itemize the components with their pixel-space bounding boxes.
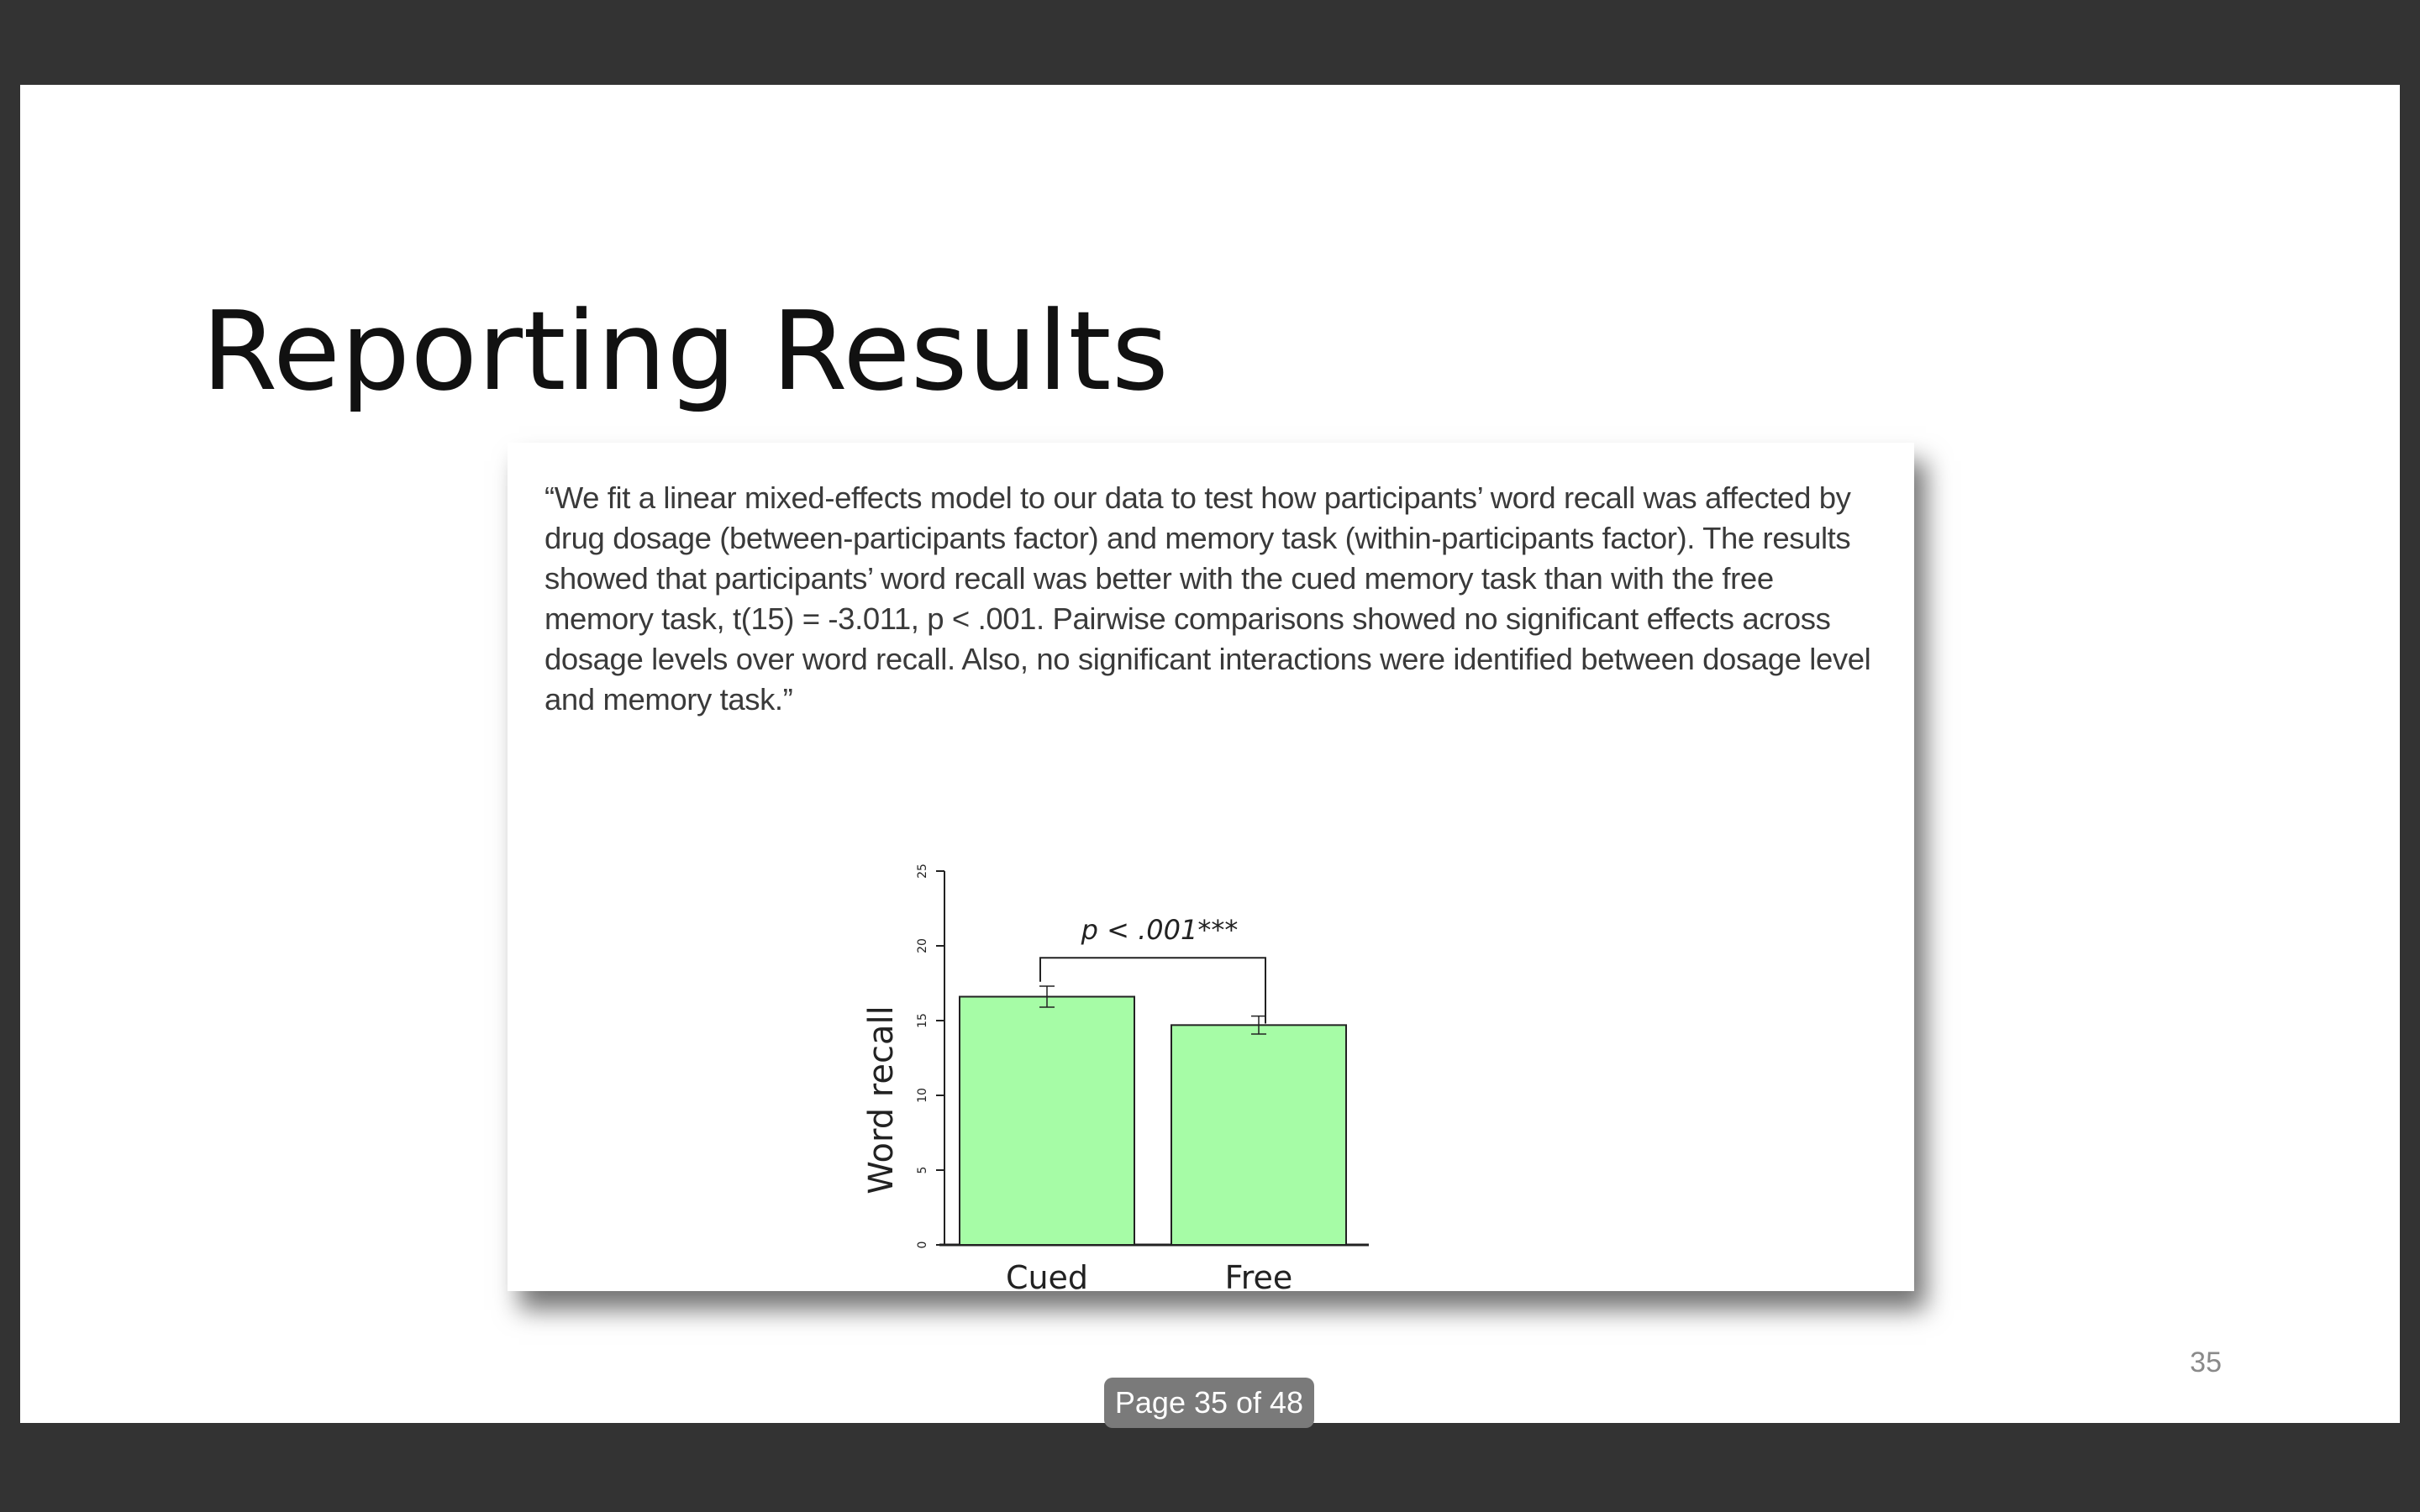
- significance-label: p < .001***: [1081, 914, 1239, 946]
- word-recall-bar-chart: 0 5 10 15 20 25 Word recall Cued Free p < .001***: [862, 864, 1369, 1291]
- y-tick-label: 25: [916, 864, 929, 879]
- quote-card: “We fit a linear mixed-effects model to …: [508, 443, 1914, 1291]
- y-tick-label: 0: [916, 1242, 929, 1249]
- page-indicator: Page 35 of 48: [1104, 1378, 1314, 1428]
- y-tick-label: 5: [916, 1167, 929, 1174]
- y-tick-label: 15: [916, 1013, 929, 1028]
- bar-cued: [959, 995, 1135, 1247]
- results-quote: “We fit a linear mixed-effects model to …: [544, 480, 1871, 717]
- y-tick-label: 10: [916, 1088, 929, 1103]
- x-tick-label: Cued: [1006, 1259, 1088, 1291]
- slide-number: 35: [2190, 1347, 2222, 1378]
- y-axis-label: Word recall: [862, 1005, 901, 1194]
- y-tick-label: 20: [916, 938, 929, 953]
- slide: Reporting Results “We fit a linear mixed…: [20, 85, 2400, 1423]
- significance-bracket: [1039, 957, 1266, 1024]
- bar-free: [1171, 1024, 1347, 1246]
- slide-title: Reporting Results: [202, 287, 1170, 415]
- x-tick-label: Free: [1225, 1259, 1293, 1291]
